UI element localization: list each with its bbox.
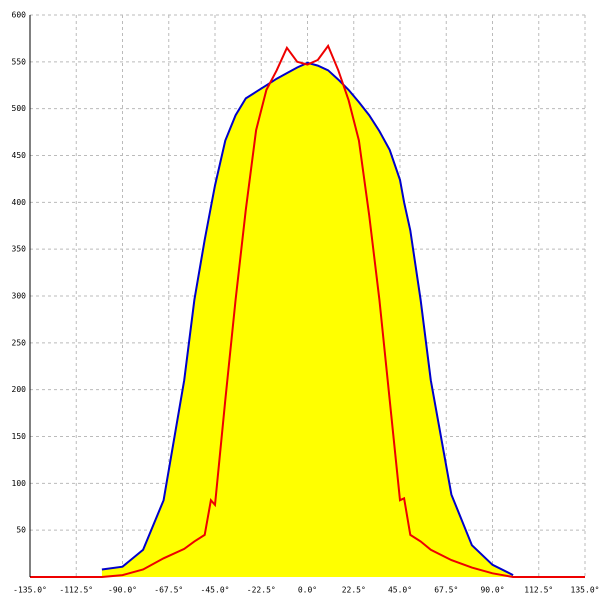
x-tick-label: 67.5° [434, 586, 458, 595]
x-tick-label: -22.5° [247, 586, 276, 595]
x-tick-label: 90.0° [480, 586, 504, 595]
y-tick-label: 150 [12, 432, 27, 441]
y-tick-label: 500 [12, 104, 27, 113]
y-tick-label: 350 [12, 245, 27, 254]
x-tick-label: -67.5° [154, 586, 183, 595]
y-tick-label: 550 [12, 57, 27, 66]
x-tick-label: -135.0° [13, 586, 47, 595]
x-tick-label: 135.0° [571, 586, 600, 595]
x-tick-label: 45.0° [388, 586, 412, 595]
line [101, 61, 514, 576]
x-tick-label: -112.5° [59, 586, 93, 595]
line [30, 43, 585, 578]
area [101, 62, 514, 578]
x-tick-label: 0.0° [298, 586, 317, 595]
y-tick-label: 200 [12, 385, 27, 394]
y-tick-label: 400 [12, 198, 27, 207]
x-tick-label: 22.5° [342, 586, 366, 595]
y-tick-label: 50 [16, 526, 26, 535]
y-tick-label: 100 [12, 479, 27, 488]
x-tick-label: 112.5° [524, 586, 553, 595]
x-tick-label: -45.0° [201, 586, 230, 595]
y-tick-label: 450 [12, 151, 27, 160]
y-tick-label: 300 [12, 292, 27, 301]
x-tick-label: -90.0° [108, 586, 137, 595]
y-tick-label: 600 [12, 11, 27, 20]
y-tick-label: 250 [12, 338, 27, 347]
